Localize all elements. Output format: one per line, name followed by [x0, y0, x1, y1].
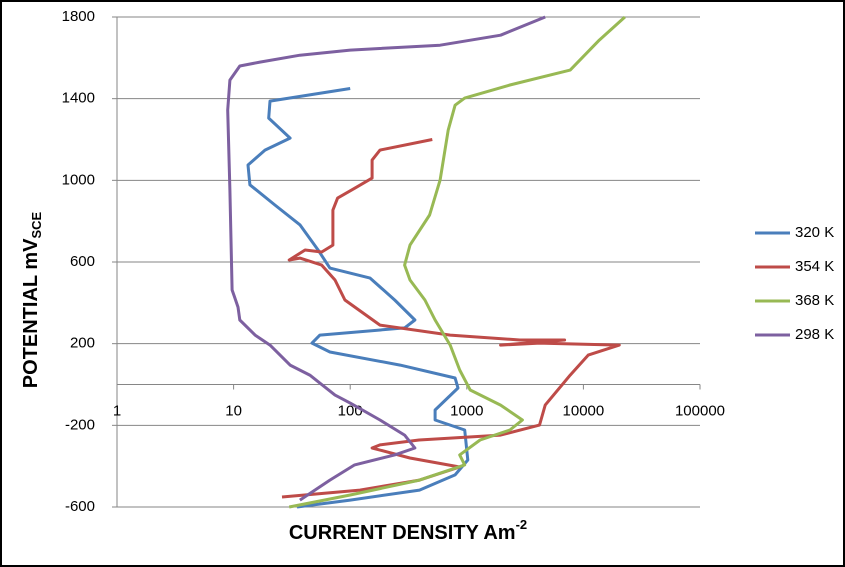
y-tick-label: -600	[65, 498, 95, 515]
legend-label: 368 K	[795, 292, 834, 309]
x-tick-label: 100000	[675, 402, 725, 419]
y-axis-title-text: POTENTIAL mV	[20, 238, 42, 388]
legend-label: 298 K	[795, 326, 834, 343]
y-axis-title: POTENTIAL mVSCE	[20, 211, 44, 388]
legend-label: 320 K	[795, 224, 834, 241]
y-tick-label: -200	[65, 416, 95, 433]
x-tick-label: 1	[113, 402, 121, 419]
x-tick-label: 10	[225, 402, 242, 419]
y-tick-label: 1000	[62, 171, 95, 188]
y-axis-title-sub: SCE	[29, 211, 44, 238]
x-axis-title-sup: -2	[516, 517, 528, 532]
x-axis-title-text: CURRENT DENSITY Am	[289, 522, 516, 544]
legend-label: 354 K	[795, 258, 834, 275]
y-tick-label: 1400	[62, 90, 95, 107]
series-line	[226, 15, 546, 502]
series-line	[281, 138, 621, 499]
y-tick-label: 600	[70, 253, 95, 270]
x-tick-label: 1000	[450, 402, 483, 419]
x-tick-label: 10000	[563, 402, 605, 419]
y-tick-label: 200	[70, 335, 95, 352]
y-tick-label: 1800	[62, 8, 95, 25]
series-line	[288, 15, 626, 509]
x-axis-title: CURRENT DENSITY Am-2	[289, 517, 527, 544]
x-tick-label: 100	[338, 402, 363, 419]
